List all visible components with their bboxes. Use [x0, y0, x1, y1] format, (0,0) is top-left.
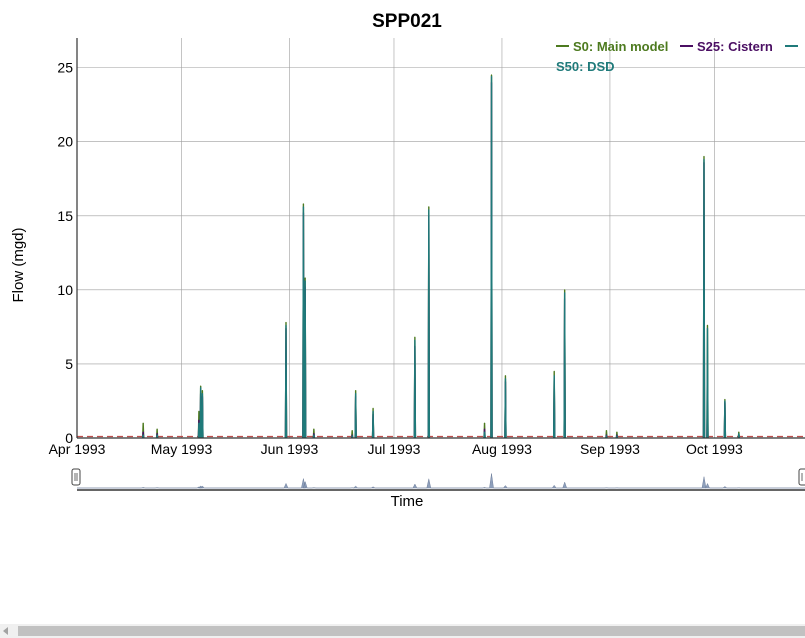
legend-label: S0: Main model [573, 39, 668, 54]
chart-title: SPP021 [372, 11, 442, 32]
y-axis-label: Flow (mgd) [10, 227, 27, 302]
legend: S0: Main model S25: Cistern S50: DSD [556, 39, 798, 74]
y-tick-label: 5 [65, 356, 73, 372]
scrollbar-thumb[interactable] [18, 626, 805, 636]
range-left-handle[interactable] [71, 468, 81, 486]
legend-label: S50: DSD [556, 59, 615, 74]
x-tick-label: Oct 1993 [686, 441, 743, 457]
y-tick-label: 20 [57, 134, 73, 150]
series-layer [141, 74, 741, 439]
x-tick-labels: Apr 1993 May 1993 Jun 1993 Jul 1993 Aug 1993… [49, 441, 743, 457]
legend-label: S25: Cistern [697, 39, 773, 54]
y-tick-label: 0 [65, 430, 73, 446]
gridlines [76, 38, 805, 439]
range-selector[interactable] [71, 468, 805, 491]
y-tick-labels: 0 5 10 15 20 25 [57, 60, 73, 446]
x-tick-label: Sep 1993 [580, 441, 640, 457]
x-tick-label: Jun 1993 [261, 441, 319, 457]
scroll-left-arrow-icon[interactable] [3, 627, 8, 635]
x-tick-label: May 1993 [151, 441, 213, 457]
y-tick-label: 10 [57, 282, 73, 298]
series-line-1 [141, 82, 741, 439]
x-tick-label: Apr 1993 [49, 441, 106, 457]
range-selector-track[interactable] [77, 470, 805, 490]
range-selector-sparkline [77, 473, 805, 489]
flow-chart: SPP021 0 5 10 15 20 25 Apr 1993 May 1993 Jun 19… [10, 11, 805, 510]
x-tick-label: Jul 1993 [368, 441, 421, 457]
series-line-0 [141, 75, 741, 439]
range-right-handle[interactable] [798, 468, 805, 486]
horizontal-scrollbar[interactable] [0, 624, 805, 638]
x-axis-label: Time [391, 493, 424, 510]
x-tick-label: Aug 1993 [472, 441, 532, 457]
y-tick-label: 15 [57, 208, 73, 224]
series-line-2 [141, 76, 741, 439]
y-tick-label: 25 [57, 60, 73, 76]
